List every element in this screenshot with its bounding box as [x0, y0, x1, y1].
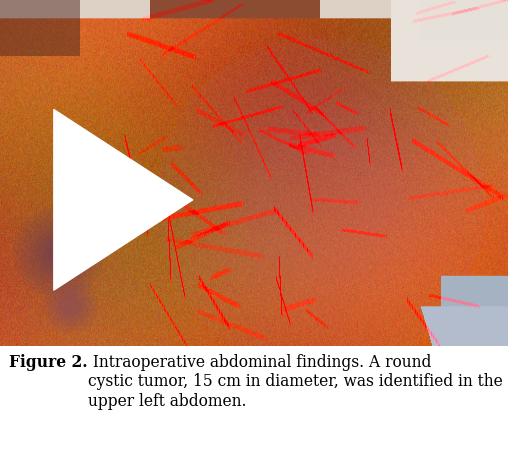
Text: Figure 2.: Figure 2.: [9, 354, 88, 371]
Text: Intraoperative abdominal findings. A round
cystic tumor, 15 cm in diameter, was : Intraoperative abdominal findings. A rou…: [88, 354, 502, 410]
